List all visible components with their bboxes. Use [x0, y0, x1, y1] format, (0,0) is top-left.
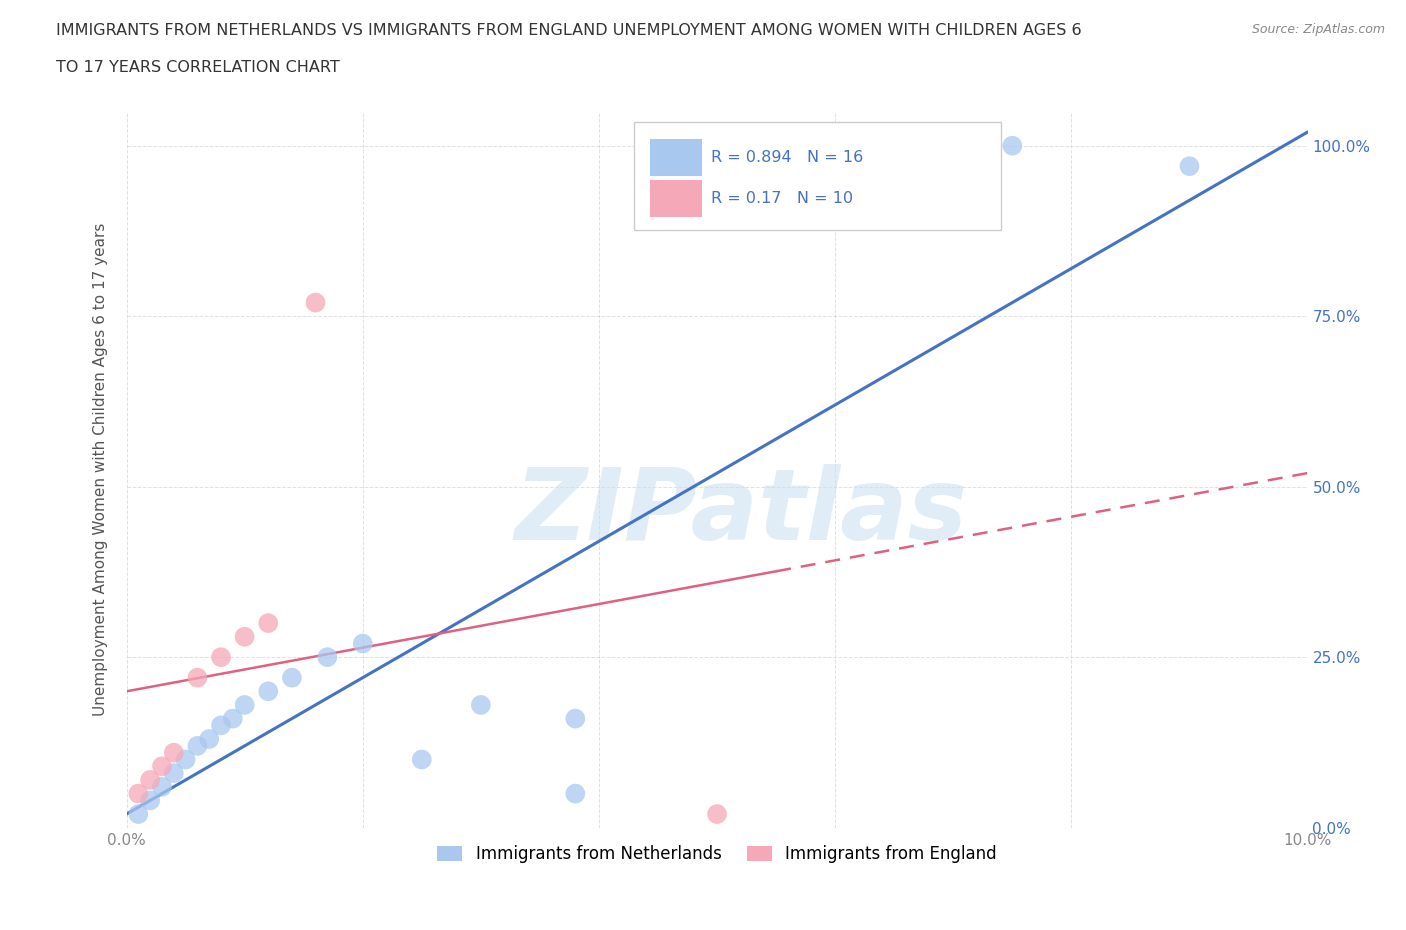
- FancyBboxPatch shape: [650, 139, 702, 176]
- Point: [163, 745, 186, 760]
- Point: [257, 616, 280, 631]
- Point: [411, 752, 433, 767]
- Text: R = 0.894   N = 16: R = 0.894 N = 16: [711, 150, 863, 165]
- Point: [127, 806, 149, 821]
- Point: [233, 630, 256, 644]
- Point: [139, 793, 162, 808]
- Text: Source: ZipAtlas.com: Source: ZipAtlas.com: [1251, 23, 1385, 36]
- Point: [209, 650, 232, 665]
- Point: [706, 806, 728, 821]
- Legend: Immigrants from Netherlands, Immigrants from England: Immigrants from Netherlands, Immigrants …: [430, 838, 1004, 870]
- Point: [127, 786, 149, 801]
- Text: TO 17 YEARS CORRELATION CHART: TO 17 YEARS CORRELATION CHART: [56, 60, 340, 75]
- FancyBboxPatch shape: [650, 179, 702, 217]
- Point: [1001, 139, 1024, 153]
- Y-axis label: Unemployment Among Women with Children Ages 6 to 17 years: Unemployment Among Women with Children A…: [93, 223, 108, 716]
- Point: [316, 650, 339, 665]
- Point: [150, 779, 173, 794]
- Point: [1178, 159, 1201, 174]
- Point: [222, 711, 245, 726]
- Point: [209, 718, 232, 733]
- Point: [150, 759, 173, 774]
- Point: [470, 698, 492, 712]
- Text: R = 0.17   N = 10: R = 0.17 N = 10: [711, 192, 853, 206]
- Point: [233, 698, 256, 712]
- Point: [352, 636, 374, 651]
- Point: [564, 786, 586, 801]
- Text: IMMIGRANTS FROM NETHERLANDS VS IMMIGRANTS FROM ENGLAND UNEMPLOYMENT AMONG WOMEN : IMMIGRANTS FROM NETHERLANDS VS IMMIGRANT…: [56, 23, 1081, 38]
- Point: [198, 732, 221, 747]
- Point: [163, 765, 186, 780]
- Point: [257, 684, 280, 698]
- Point: [174, 752, 197, 767]
- Point: [186, 671, 208, 685]
- Point: [139, 773, 162, 788]
- Point: [304, 295, 326, 310]
- Text: ZIPatlas: ZIPatlas: [515, 464, 967, 561]
- Point: [564, 711, 586, 726]
- Point: [281, 671, 304, 685]
- FancyBboxPatch shape: [634, 123, 1001, 230]
- Point: [186, 738, 208, 753]
- Point: [789, 159, 811, 174]
